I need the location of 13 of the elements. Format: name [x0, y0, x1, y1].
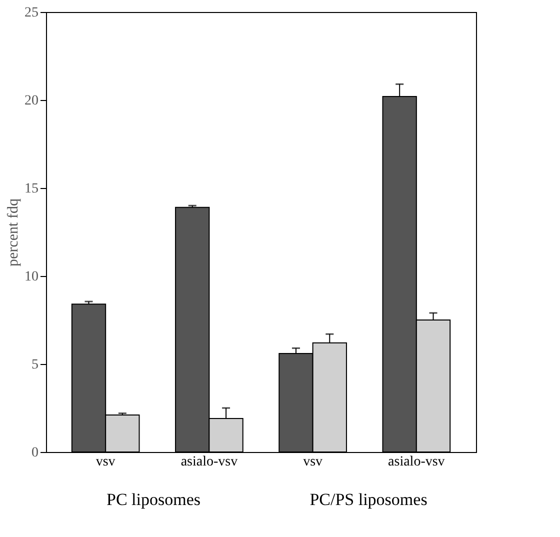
y-tick-label: 0	[32, 446, 38, 460]
text: PC/PS liposomes	[310, 490, 428, 509]
x-tick-label: asialo-vsv	[388, 454, 445, 470]
y-axis-title: percent fdq	[6, 198, 22, 266]
y-tick-label: 5	[32, 358, 38, 372]
x-tick-label: vsv	[96, 454, 116, 470]
y-tick-label: 15	[24, 182, 38, 196]
x-tick-label: asialo-vsv	[180, 454, 238, 470]
text: PC liposomes	[106, 490, 200, 509]
y-tick-label: 20	[24, 94, 38, 108]
y-tick-label: 25	[24, 6, 38, 20]
x-tick-label: vsv	[303, 454, 323, 470]
y-tick-label: 10	[24, 270, 38, 284]
